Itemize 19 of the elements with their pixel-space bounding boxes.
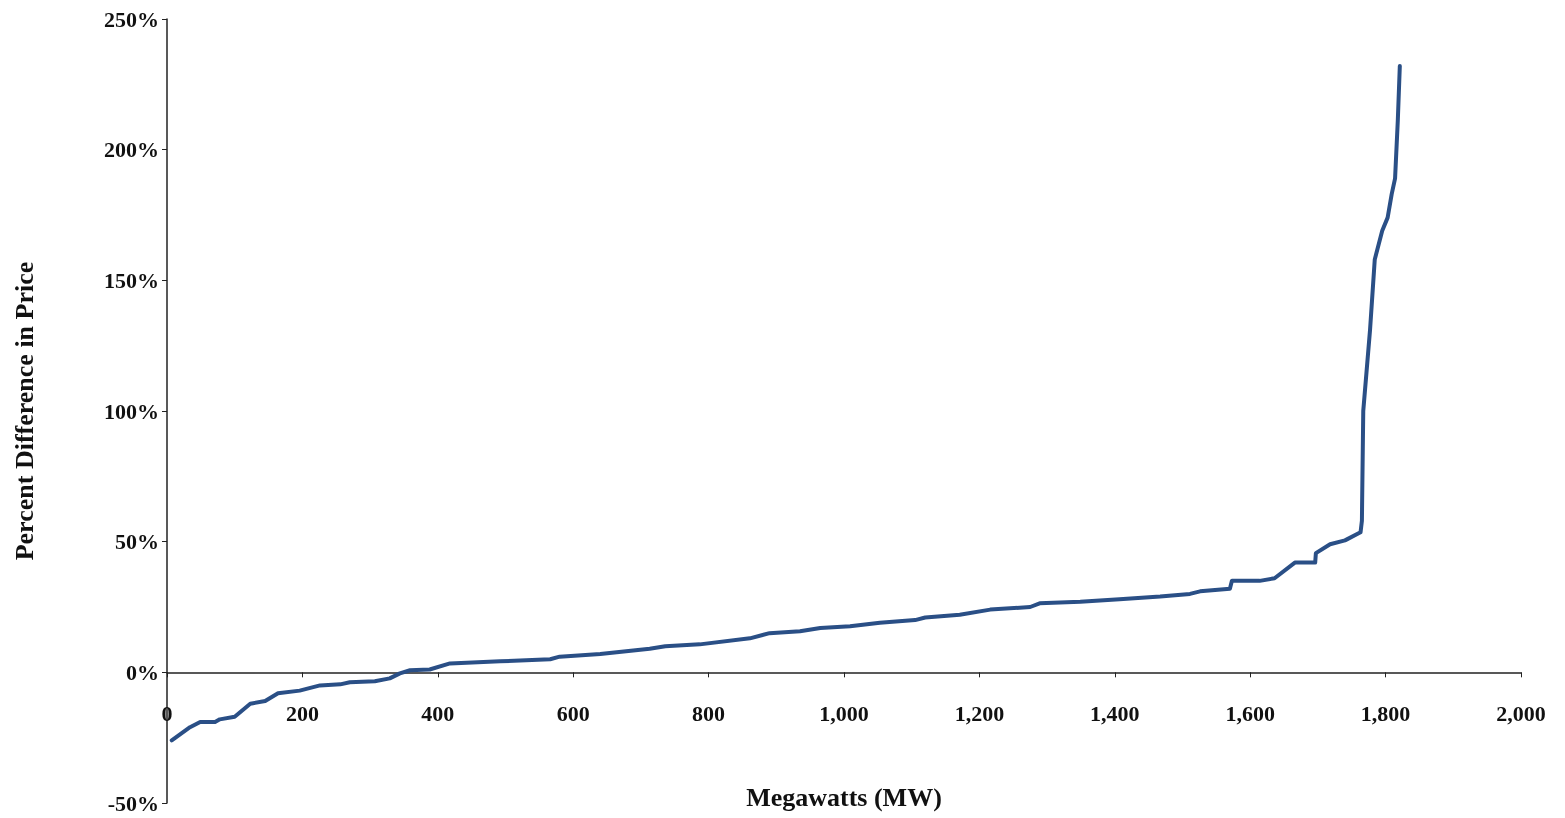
y-tick-label: 0% [126, 659, 159, 685]
x-tick-label: 1,800 [1360, 700, 1411, 726]
y-tick-label: 200% [104, 137, 159, 163]
x-tick-label: 1,600 [1225, 700, 1275, 726]
y-tick-label: 150% [104, 267, 159, 293]
x-tick-label: 400 [421, 700, 455, 726]
y-tick-label: -50% [107, 790, 159, 816]
x-tick-label: 2,000 [1496, 700, 1546, 726]
y-tick-label: 100% [104, 398, 159, 424]
y-tick-label: 250% [104, 6, 159, 32]
x-tick-label: 800 [692, 700, 726, 726]
y-axis-title: Percent Difference in Price [9, 261, 39, 561]
x-tick-label: 200 [285, 700, 319, 726]
x-tick-label: 600 [556, 700, 590, 726]
y-tick-label: 50% [115, 529, 159, 555]
x-tick-label: 1,000 [819, 700, 869, 726]
x-tick-label: 1,400 [1090, 700, 1140, 726]
x-axis-title: Megawatts (MW) [746, 782, 942, 812]
x-tick-label: 1,200 [954, 700, 1005, 726]
